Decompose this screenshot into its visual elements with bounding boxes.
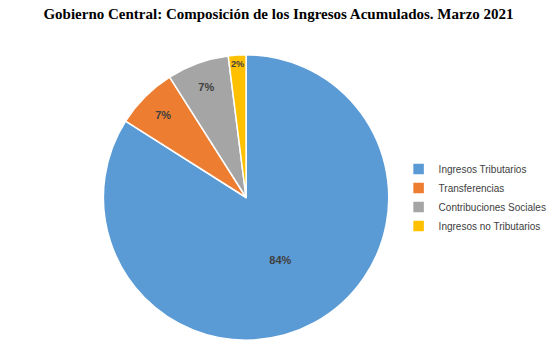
svg-text:Transferencias: Transferencias <box>439 183 505 194</box>
svg-text:2%: 2% <box>231 59 244 69</box>
svg-text:7%: 7% <box>198 81 214 93</box>
svg-text:Gobierno Central: Composición: Gobierno Central: Composición de los Ing… <box>43 6 513 22</box>
svg-text:Ingresos Tributarios: Ingresos Tributarios <box>439 164 527 175</box>
svg-text:Ingresos no Tributarios: Ingresos no Tributarios <box>439 221 541 232</box>
svg-text:84%: 84% <box>269 254 291 266</box>
svg-text:7%: 7% <box>155 109 171 121</box>
svg-text:Contribuciones Sociales: Contribuciones Sociales <box>439 202 546 213</box>
